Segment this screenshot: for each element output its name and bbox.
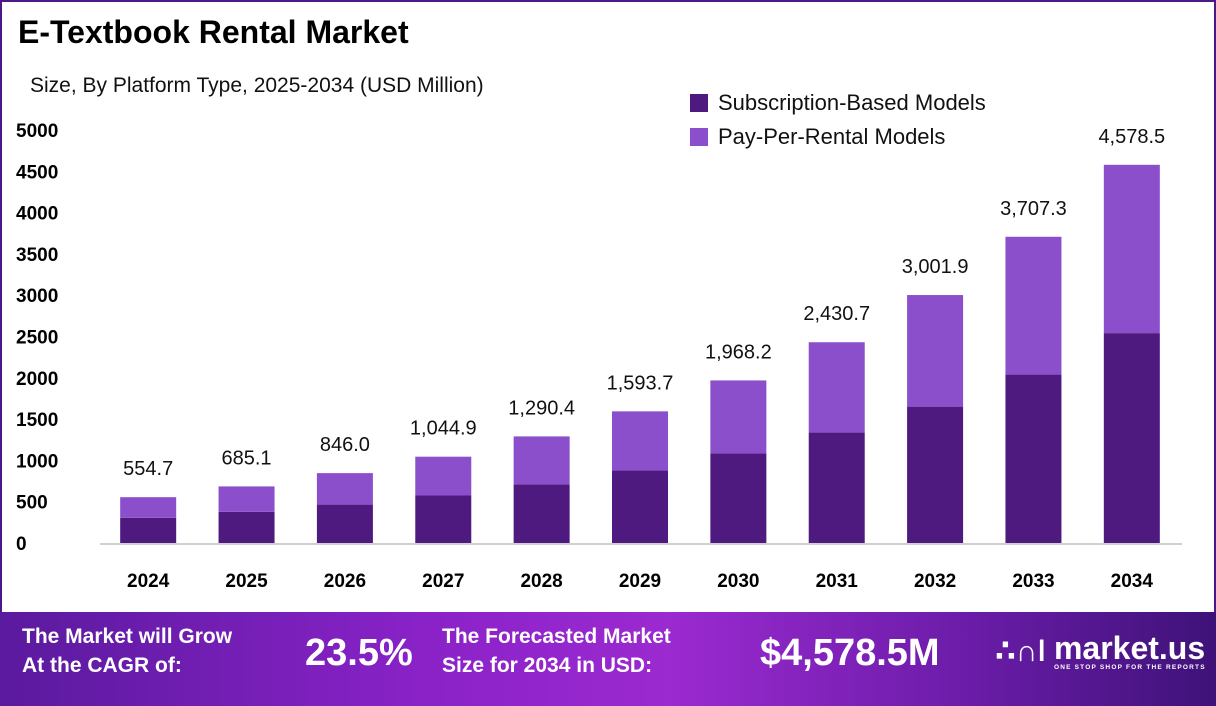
legend-label: Pay-Per-Rental Models	[718, 124, 946, 149]
y-tick-label: 3000	[16, 286, 58, 307]
data-label-total: 846.0	[320, 434, 370, 456]
bar-pay-per-rental-2025	[218, 486, 275, 512]
y-tick-label: 1000	[16, 451, 58, 472]
bar-subscription-2031	[808, 432, 865, 543]
data-label-total: 4,578.5	[1098, 126, 1165, 148]
bar-subscription-2034	[1103, 333, 1160, 543]
x-tick-label: 2028	[520, 571, 562, 592]
data-label-total: 1,593.7	[607, 372, 674, 394]
x-tick-label: 2027	[422, 571, 464, 592]
y-tick-label: 2500	[16, 328, 58, 349]
bar-subscription-2033	[1005, 374, 1062, 543]
bar-pay-per-rental-2031	[808, 342, 865, 433]
cagr-label: The Market will Grow At the CAGR of:	[22, 622, 232, 680]
bar-subscription-2027	[415, 495, 472, 543]
brand-name: market.us	[1053, 630, 1206, 666]
forecast-label-line1: The Forecasted Market	[442, 625, 671, 648]
y-tick-label: 4000	[16, 204, 58, 225]
forecast-label-line2: Size for 2034 in USD:	[442, 654, 653, 677]
y-tick-label: 5000	[16, 121, 58, 142]
chart-title: E-Textbook Rental Market	[18, 14, 409, 50]
legend-swatch-pay-per-rental	[690, 128, 708, 146]
x-tick-label: 2030	[717, 571, 759, 592]
footer-banner: The Market will Grow At the CAGR of: 23.…	[0, 612, 1216, 706]
bar-pay-per-rental-2030	[710, 380, 767, 454]
y-tick-label: 1500	[16, 410, 58, 431]
legend-label: Subscription-Based Models	[718, 90, 986, 115]
bar-subscription-2030	[710, 453, 767, 543]
bar-pay-per-rental-2032	[907, 295, 964, 407]
bar-chart: 0 500 1000 1500 2000 2500 3000 3500 4000 4500 5000…	[16, 121, 1182, 592]
bar-subscription-2026	[316, 504, 373, 543]
bar-subscription-2028	[513, 484, 570, 543]
y-tick-label: 0	[16, 534, 27, 555]
bar-pay-per-rental-2033	[1005, 236, 1062, 375]
x-tick-label: 2024	[127, 571, 170, 592]
cagr-value: 23.5%	[305, 632, 413, 674]
data-label-total: 554.7	[123, 458, 173, 480]
x-tick-label: 2033	[1012, 571, 1054, 592]
legend-item-subscription: Subscription-Based Models	[690, 86, 986, 120]
y-tick-label: 2000	[16, 369, 58, 390]
data-label-total: 1,968.2	[705, 341, 772, 363]
chart-subtitle: Size, By Platform Type, 2025-2034 (USD M…	[30, 74, 484, 97]
y-tick-label: 500	[16, 493, 48, 514]
bar-pay-per-rental-2024	[120, 497, 177, 518]
bar-pay-per-rental-2026	[316, 473, 373, 505]
logo-icon: ∴∩ǀ	[995, 635, 1046, 668]
x-tick-label: 2032	[914, 571, 956, 592]
x-tick-label: 2034	[1111, 571, 1154, 592]
data-label-total: 685.1	[222, 447, 272, 469]
x-tick-label: 2026	[324, 571, 366, 592]
cagr-label-line2: At the CAGR of:	[22, 654, 182, 677]
bar-pay-per-rental-2028	[513, 436, 570, 485]
data-label-total: 2,430.7	[803, 303, 870, 325]
data-label-total: 3,001.9	[902, 256, 969, 278]
x-tick-label: 2025	[225, 571, 268, 592]
bar-subscription-2024	[120, 517, 177, 543]
legend: Subscription-Based Models Pay-Per-Rental…	[690, 86, 986, 154]
brand-logo: ∴∩ǀ market.us ONE STOP SHOP FOR THE REPO…	[995, 632, 1206, 671]
bar-pay-per-rental-2034	[1103, 164, 1160, 334]
data-label-total: 1,044.9	[410, 418, 477, 440]
x-tick-label: 2029	[619, 571, 661, 592]
data-label-total: 3,707.3	[1000, 198, 1067, 220]
bar-subscription-2025	[218, 511, 275, 543]
forecast-label: The Forecasted Market Size for 2034 in U…	[442, 622, 671, 680]
y-tick-label: 4500	[16, 162, 58, 183]
bar-pay-per-rental-2029	[612, 411, 668, 471]
x-tick-label: 2031	[816, 571, 859, 592]
legend-swatch-subscription	[690, 94, 708, 112]
legend-item-pay-per-rental: Pay-Per-Rental Models	[690, 120, 986, 154]
cagr-label-line1: The Market will Grow	[22, 625, 233, 648]
bar-subscription-2029	[612, 470, 668, 543]
bar-subscription-2032	[907, 406, 964, 543]
forecast-value: $4,578.5M	[760, 632, 940, 674]
y-tick-label: 3500	[16, 245, 58, 266]
data-label-total: 1,290.4	[508, 397, 575, 419]
brand-tagline: ONE STOP SHOP FOR THE REPORTS	[1053, 664, 1206, 671]
bar-pay-per-rental-2027	[415, 456, 472, 496]
